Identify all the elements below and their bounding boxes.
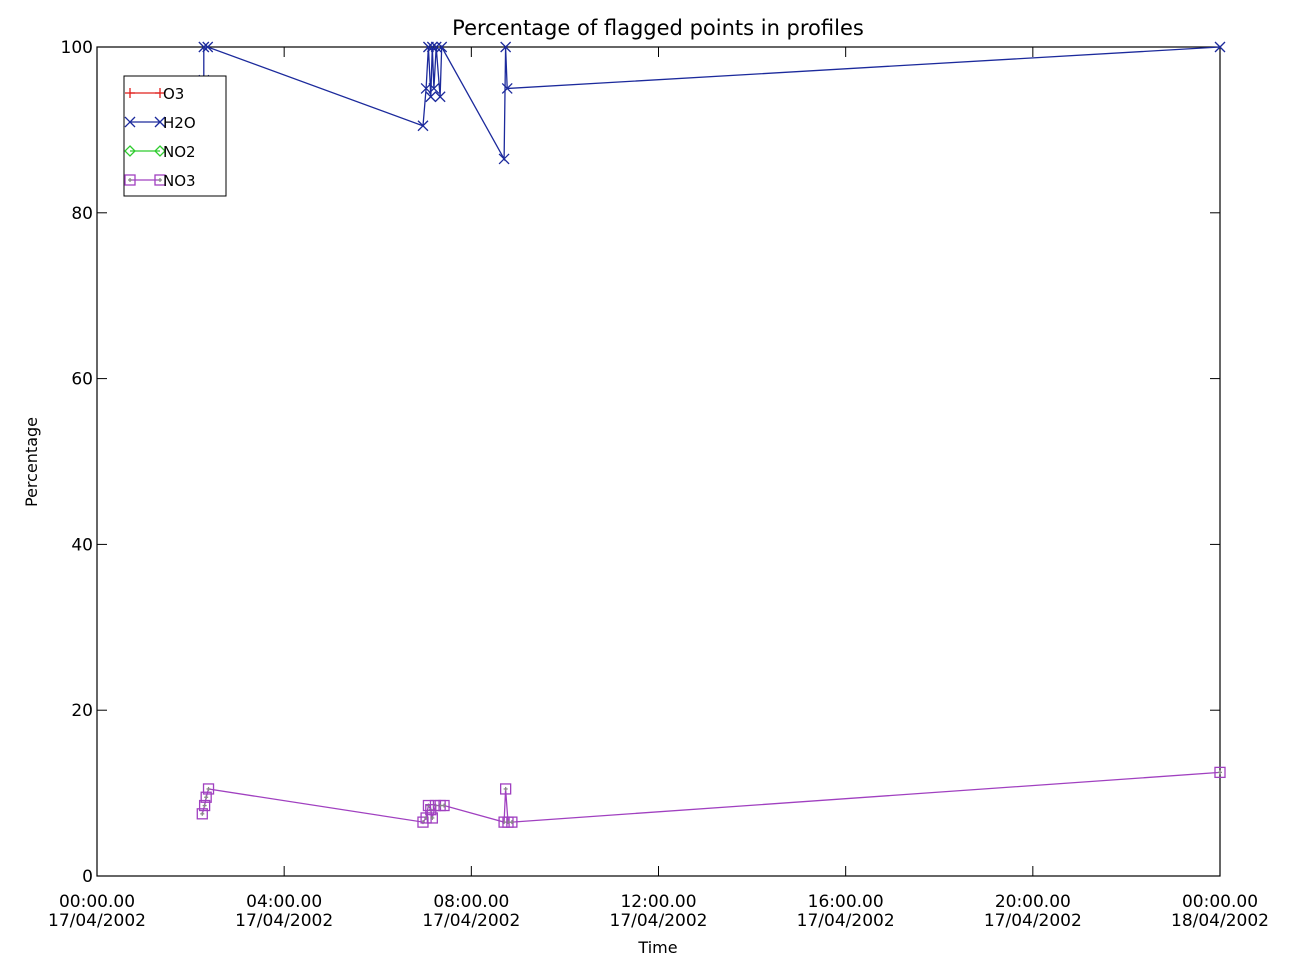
- data-point-h2o: [1214, 41, 1226, 53]
- legend-label-no3: NO3: [163, 172, 196, 190]
- data-point-h2o: [436, 41, 448, 53]
- y-tick-label: 20: [71, 701, 93, 721]
- legend-marker-o3: [125, 88, 135, 98]
- data-point-h2o: [417, 120, 429, 132]
- x-axis: 00:00.0017/04/200204:00.0017/04/200208:0…: [48, 47, 1269, 931]
- data-point-no3: [499, 783, 512, 795]
- data-point-h2o: [498, 153, 510, 165]
- data-point-h2o: [430, 41, 442, 53]
- series-layer: [196, 41, 1226, 828]
- x-tick-label-time: 12:00.00: [620, 892, 696, 912]
- x-tick-label-date: 17/04/2002: [797, 911, 895, 931]
- data-point-no3: [202, 783, 215, 795]
- data-point-no3: [198, 799, 211, 812]
- x-tick-label-time: 04:00.00: [246, 892, 322, 912]
- data-point-h2o: [422, 41, 434, 53]
- data-point-no3: [438, 799, 450, 812]
- plot-area: [96, 46, 1221, 877]
- x-tick-label-date: 18/04/2002: [1171, 911, 1269, 931]
- legend-label-o3: O3: [163, 85, 184, 103]
- y-tick-label: 40: [71, 535, 93, 555]
- data-point-h2o: [426, 41, 438, 53]
- legend-marker-h2o: [154, 116, 166, 128]
- y-axis-label: Percentage: [22, 417, 41, 507]
- series-line-no3: [201, 771, 1221, 823]
- y-tick-label: 100: [61, 38, 93, 58]
- series-line-h2o: [203, 44, 1221, 162]
- legend-label-h2o: H2O: [163, 114, 196, 132]
- data-point-h2o: [198, 41, 210, 53]
- data-point-h2o: [428, 82, 440, 94]
- y-tick-label: 0: [82, 867, 93, 887]
- x-tick-label-date: 17/04/2002: [48, 911, 146, 931]
- legend-marker-h2o: [124, 116, 136, 128]
- series-h2o: [198, 41, 1226, 165]
- x-tick-label-time: 16:00.00: [808, 892, 884, 912]
- data-point-h2o: [420, 82, 432, 94]
- y-axis: 0 20 40 60 80 100: [61, 38, 1220, 887]
- x-tick-label-time: 00:00.00: [59, 892, 135, 912]
- data-point-no3: [200, 791, 212, 803]
- data-point-no3: [426, 812, 438, 824]
- y-tick-label: 80: [71, 204, 93, 224]
- data-point-no3: [196, 808, 208, 820]
- data-point-h2o: [425, 91, 437, 103]
- x-tick-label-date: 17/04/2002: [235, 911, 333, 931]
- legend: O3 H2O NO2 NO3: [123, 75, 227, 197]
- legend-marker-no3: [154, 174, 166, 186]
- data-point-h2o: [202, 41, 214, 53]
- x-tick-label-date: 17/04/2002: [422, 911, 520, 931]
- data-point-no3: [1214, 766, 1226, 779]
- x-tick-label-time: 08:00.00: [433, 892, 509, 912]
- legend-marker-no2: [124, 145, 136, 157]
- legend-marker-no3: [124, 174, 136, 186]
- x-tick-label-time: 20:00.00: [995, 892, 1071, 912]
- legend-marker-o3: [155, 88, 165, 98]
- data-point-h2o: [500, 41, 512, 53]
- series-no3: [196, 766, 1226, 828]
- y-tick-label: 60: [71, 370, 93, 390]
- x-tick-label-date: 17/04/2002: [610, 911, 708, 931]
- x-tick-label-time: 00:00.00: [1182, 892, 1258, 912]
- x-tick-label-date: 17/04/2002: [984, 911, 1082, 931]
- chart-title: Percentage of flagged points in profiles: [452, 16, 864, 40]
- x-axis-label: Time: [637, 938, 677, 957]
- data-point-h2o: [434, 91, 446, 103]
- legend-label-no2: NO2: [163, 143, 196, 161]
- data-point-no3: [506, 816, 518, 828]
- legend-marker-no2: [154, 145, 166, 157]
- legend-box: [123, 75, 227, 197]
- data-point-h2o: [501, 82, 513, 94]
